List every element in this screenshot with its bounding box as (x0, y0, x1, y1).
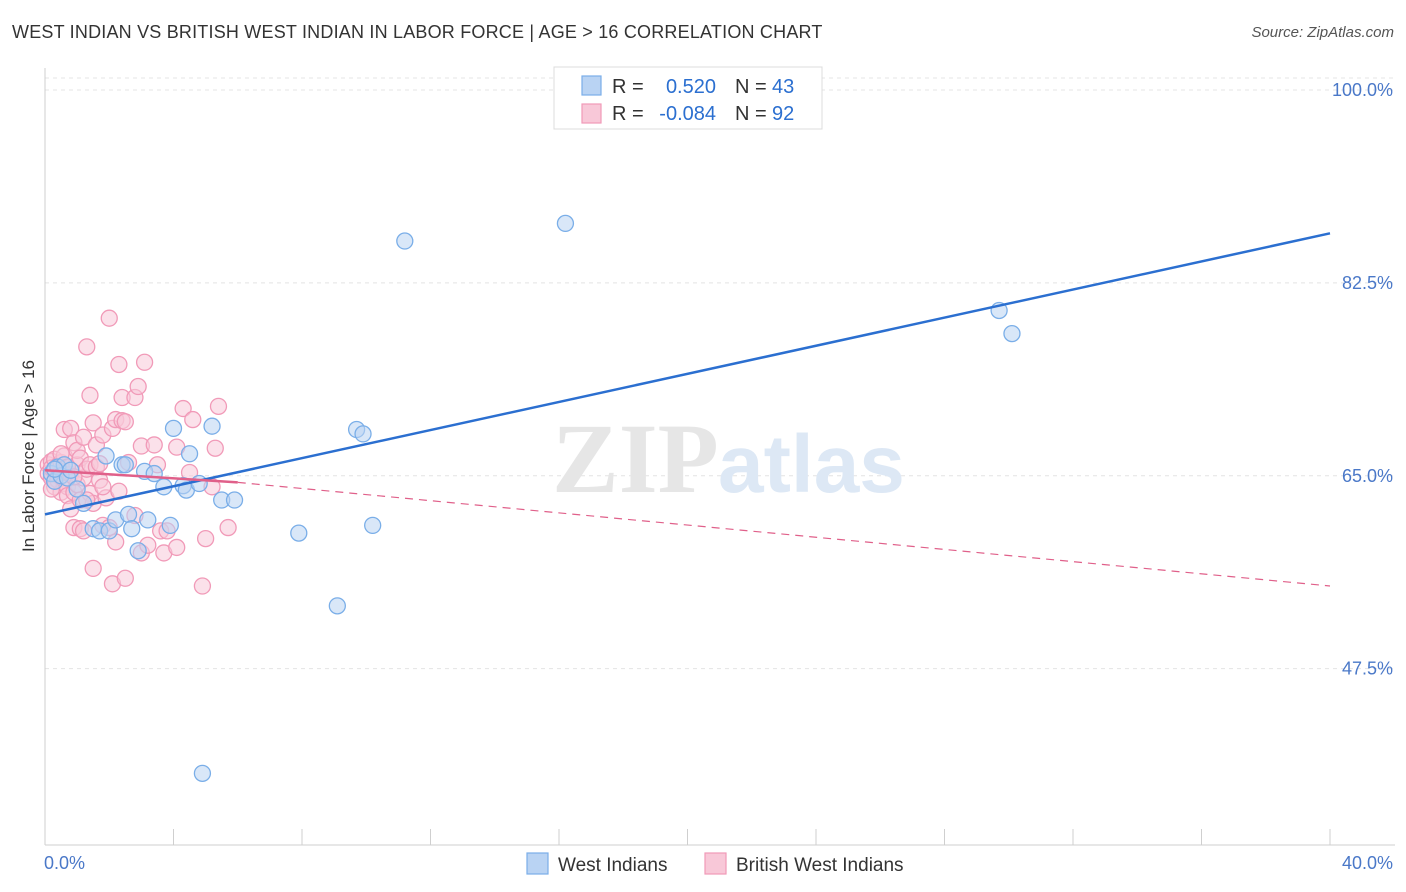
west-indians-point-33 (328, 597, 346, 615)
west-indians-point-20 (139, 511, 157, 529)
west-indians-point-35 (354, 425, 372, 443)
british-west-indians-point-77 (174, 399, 192, 418)
west-indians-point-16 (119, 505, 138, 524)
series-legend: West Indians British West Indians (526, 852, 904, 876)
trend-line-british-west-indians (44, 469, 238, 484)
trend-line-west-indians (44, 232, 1331, 516)
british-west-indians-point-76 (168, 538, 186, 557)
stats-n-label-1: N = (735, 76, 767, 98)
stats-n-label-2: N = (735, 103, 767, 125)
watermark-zip: ZIP (552, 403, 719, 514)
west-indians-point-11 (97, 447, 115, 465)
west-indians-point-41 (193, 764, 212, 783)
british-west-indians-point-85 (219, 518, 237, 537)
west-indians-point-29 (203, 417, 221, 435)
legend-swatch-west-indians (526, 852, 549, 875)
west-indians-point-17 (123, 520, 141, 538)
stats-r-value-2: -0.084 (659, 103, 716, 125)
west-indians-point-37 (396, 232, 414, 250)
west-indians-point-7 (68, 480, 86, 498)
british-west-indians-point-68 (135, 353, 154, 371)
stats-legend: R = 0.520 N = 43 R = -0.084 N = 92 (553, 66, 823, 130)
british-west-indians-point-80 (193, 577, 212, 595)
y-tick-label-1: 65.0% (1342, 466, 1393, 486)
west-indians-point-27 (180, 445, 199, 463)
west-indians-point-8 (74, 494, 93, 512)
x-tick-label-1: 40.0% (1342, 853, 1393, 873)
british-west-indians-point-60 (116, 569, 134, 587)
legend-label-british-west-indians: British West Indians (736, 855, 904, 876)
british-west-indians-point-40 (84, 414, 102, 432)
british-west-indians-point-84 (209, 397, 228, 416)
watermark-atlas: atlas (718, 419, 905, 510)
british-west-indians-point-32 (74, 428, 93, 446)
west-indians-point-24 (164, 419, 183, 438)
british-west-indians-point-37 (81, 386, 99, 404)
stats-r-value-1: 0.520 (666, 76, 716, 98)
y-axis-label: In Labor Force | Age > 16 (19, 360, 38, 552)
stats-r-label-2: R = (612, 103, 644, 125)
west-indians-point-15 (116, 456, 134, 474)
british-west-indians-point-81 (196, 529, 215, 548)
british-west-indians-point-56 (110, 355, 128, 374)
legend-label-west-indians: West Indians (558, 855, 667, 876)
y-tick-label-2: 82.5% (1342, 273, 1393, 293)
trend-lines (44, 232, 1331, 587)
british-west-indians-point-41 (84, 559, 102, 578)
source-label: Source: ZipAtlas.com (1251, 24, 1394, 41)
stats-n-value-2: 92 (772, 103, 794, 125)
y-tick-label-0: 47.5% (1342, 659, 1393, 679)
west-indians-point-36 (364, 516, 382, 535)
british-west-indians-point-83 (206, 439, 224, 457)
british-west-indians-point-70 (145, 436, 163, 454)
british-west-indians-point-50 (100, 309, 118, 327)
west-indians-point-38 (556, 214, 575, 233)
british-west-indians-point-35 (78, 338, 96, 356)
west-indians-point-23 (161, 516, 179, 535)
legend-swatch-british-west-indians (704, 852, 727, 875)
gridlines (45, 77, 1395, 670)
british-west-indians-point-79 (184, 410, 202, 429)
x-tick-labels: 0.0% 40.0% (44, 853, 1393, 873)
series-west-indians (42, 214, 1021, 783)
stats-n-value-1: 43 (772, 76, 794, 98)
y-tick-labels: 47.5% 65.0% 82.5% 100.0% (1332, 80, 1393, 679)
y-tick-label-3: 100.0% (1332, 80, 1393, 100)
stats-r-label-1: R = (612, 76, 644, 98)
west-indians-point-32 (290, 524, 308, 542)
west-indians-point-31 (225, 491, 244, 509)
british-west-indians-point-65 (129, 377, 147, 396)
british-west-indians-point-91 (94, 478, 112, 496)
chart-title: WEST INDIAN VS BRITISH WEST INDIAN IN LA… (12, 22, 823, 42)
stats-swatch-british-west-indians (581, 103, 602, 124)
stats-swatch-west-indians (581, 75, 602, 96)
west-indians-point-42 (45, 460, 64, 478)
x-tick-label-0: 0.0% (44, 853, 85, 873)
west-indians-point-18 (129, 542, 147, 560)
trend-line-british-west-indians-extension (237, 481, 1331, 587)
west-indians-point-28 (190, 474, 208, 493)
west-indians-point-6 (62, 461, 80, 479)
west-indians-point-40 (1003, 324, 1021, 343)
british-west-indians-point-61 (116, 413, 134, 431)
